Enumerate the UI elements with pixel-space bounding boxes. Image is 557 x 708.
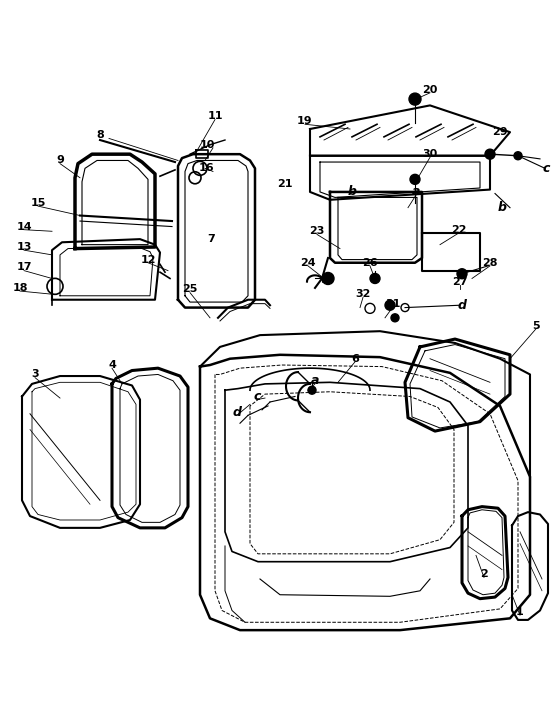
Text: 21: 21 [277, 179, 293, 189]
Text: 9: 9 [56, 156, 64, 166]
Text: 5: 5 [532, 321, 540, 331]
Text: d: d [232, 406, 242, 418]
Text: c: c [543, 162, 550, 175]
Circle shape [410, 174, 420, 184]
Text: 22: 22 [451, 224, 467, 234]
Text: 2: 2 [480, 569, 488, 579]
Circle shape [370, 273, 380, 283]
Text: 25: 25 [182, 285, 198, 295]
Text: 19: 19 [297, 116, 313, 126]
Text: 23: 23 [309, 227, 325, 236]
Text: a: a [412, 185, 420, 198]
Text: 6: 6 [351, 354, 359, 364]
Text: 15: 15 [30, 198, 46, 208]
Text: 18: 18 [12, 283, 28, 293]
Text: d: d [457, 299, 467, 312]
Text: 32: 32 [355, 289, 371, 299]
Text: 14: 14 [16, 222, 32, 232]
Text: 16: 16 [199, 164, 215, 173]
Text: b: b [497, 201, 506, 214]
Text: 24: 24 [300, 258, 316, 268]
Circle shape [391, 314, 399, 322]
Text: a: a [311, 375, 319, 387]
Text: c: c [253, 390, 261, 403]
Circle shape [457, 269, 467, 279]
Text: 12: 12 [140, 255, 156, 265]
Circle shape [514, 152, 522, 160]
Text: 3: 3 [31, 370, 39, 379]
Text: 27: 27 [452, 277, 468, 287]
Text: 26: 26 [362, 258, 378, 268]
Circle shape [322, 273, 334, 285]
Text: 7: 7 [207, 234, 215, 244]
Text: 30: 30 [422, 149, 438, 159]
Text: 28: 28 [482, 258, 498, 268]
Text: b: b [348, 185, 356, 198]
Text: 10: 10 [199, 139, 214, 149]
Text: 17: 17 [16, 263, 32, 273]
Text: 8: 8 [96, 130, 104, 140]
Text: 20: 20 [422, 85, 438, 95]
Circle shape [485, 149, 495, 159]
Circle shape [385, 300, 395, 310]
Text: 11: 11 [207, 111, 223, 121]
Circle shape [409, 93, 421, 105]
Text: 29: 29 [492, 127, 508, 137]
Circle shape [308, 386, 316, 394]
Text: 13: 13 [16, 242, 32, 252]
Text: 1: 1 [516, 607, 524, 617]
Text: 4: 4 [108, 360, 116, 370]
Text: 31: 31 [385, 299, 400, 309]
